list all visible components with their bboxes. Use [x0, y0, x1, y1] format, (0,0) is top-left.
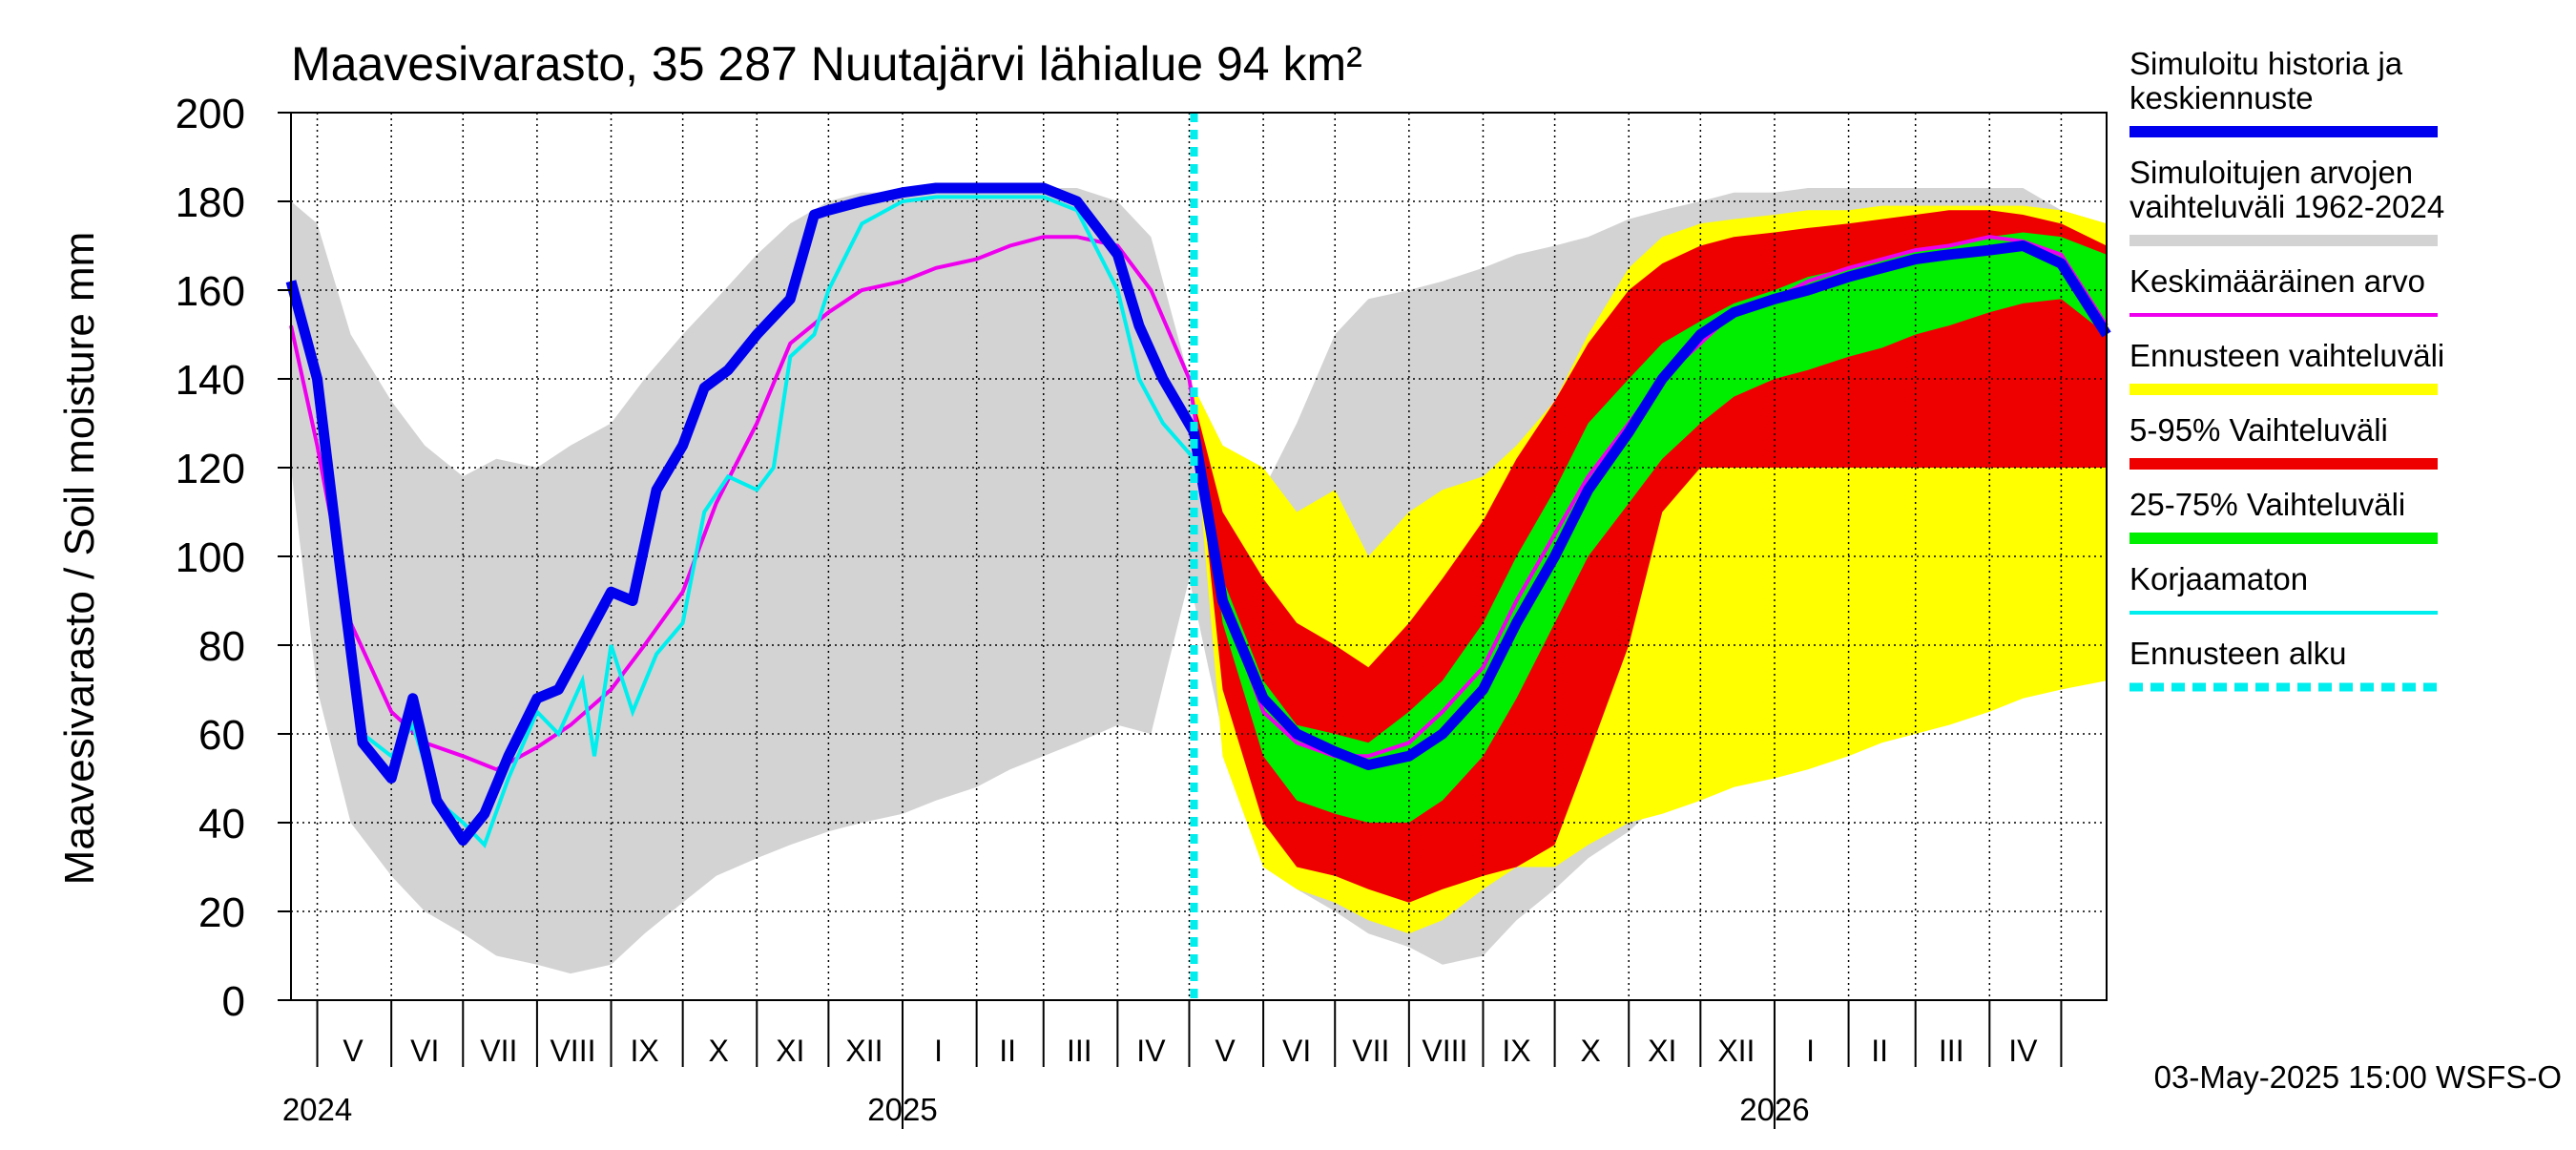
month-label: V	[343, 1034, 364, 1068]
month-label: II	[1871, 1034, 1888, 1068]
month-label: IX	[1502, 1034, 1530, 1068]
month-label: VIII	[550, 1034, 595, 1068]
month-label: II	[999, 1034, 1016, 1068]
simulated-line	[285, 182, 2111, 847]
month-label: III	[1067, 1034, 1092, 1068]
legend-label: Korjaamaton	[2129, 561, 2308, 596]
month-label: V	[1215, 1034, 1236, 1068]
month-label: IV	[2008, 1034, 2038, 1068]
plot-areas	[291, 188, 2107, 974]
mean-line	[289, 235, 2109, 772]
legend-label: keskiennuste	[2129, 80, 2314, 115]
month-label: XII	[845, 1034, 883, 1068]
y-tick-label: 0	[222, 978, 245, 1025]
legend-label: Ennusteen alku	[2129, 636, 2347, 671]
y-tick-label: 140	[176, 357, 245, 404]
month-label: I	[1806, 1034, 1815, 1068]
legend-label: Simuloitu historia ja	[2129, 46, 2403, 81]
y-tick-label: 60	[198, 712, 245, 759]
y-tick-label: 100	[176, 534, 245, 581]
plot-lines	[285, 113, 2111, 1000]
month-label: X	[709, 1034, 729, 1068]
legend-label: Ennusteen vaihteluväli	[2129, 338, 2444, 373]
legend-label: Keskimääräinen arvo	[2129, 263, 2425, 299]
y-tick-label: 80	[198, 623, 245, 670]
y-tick-label: 200	[176, 91, 245, 137]
legend-label: 25-75% Vaihteluväli	[2129, 487, 2405, 522]
month-label: VII	[1352, 1034, 1389, 1068]
legend-label: vaihteluväli 1962-2024	[2129, 189, 2444, 224]
month-label: VIII	[1422, 1034, 1467, 1068]
month-label: III	[1939, 1034, 1964, 1068]
chart-title: Maavesivarasto, 35 287 Nuutajärvi lähial…	[291, 37, 1362, 91]
year-label: 2026	[1739, 1092, 1809, 1127]
legend-label: 5-95% Vaihteluväli	[2129, 412, 2388, 448]
timestamp-label: 03-May-2025 15:00 WSFS-O	[2154, 1059, 2562, 1095]
year-label: 2025	[867, 1092, 937, 1127]
month-label: X	[1580, 1034, 1600, 1068]
range-25-75-area	[1194, 232, 2107, 823]
legend-label: Simuloitujen arvojen	[2129, 155, 2413, 190]
month-label: VI	[410, 1034, 439, 1068]
month-label: I	[934, 1034, 943, 1068]
y-tick-label: 20	[198, 889, 245, 936]
month-label: XII	[1717, 1034, 1755, 1068]
year-label: 2024	[282, 1092, 352, 1127]
month-label: IV	[1136, 1034, 1166, 1068]
month-label: XI	[1648, 1034, 1676, 1068]
grid-lines	[291, 112, 2107, 1000]
month-label: VII	[480, 1034, 517, 1068]
y-tick-label: 160	[176, 268, 245, 315]
y-tick-label: 40	[198, 801, 245, 847]
y-tick-label: 180	[176, 179, 245, 226]
y-axis-label: Maavesivarasto / Soil moisture mm	[56, 232, 103, 886]
y-tick-label: 120	[176, 446, 245, 492]
month-label: XI	[776, 1034, 804, 1068]
month-label: VI	[1282, 1034, 1311, 1068]
month-label: IX	[630, 1034, 658, 1068]
